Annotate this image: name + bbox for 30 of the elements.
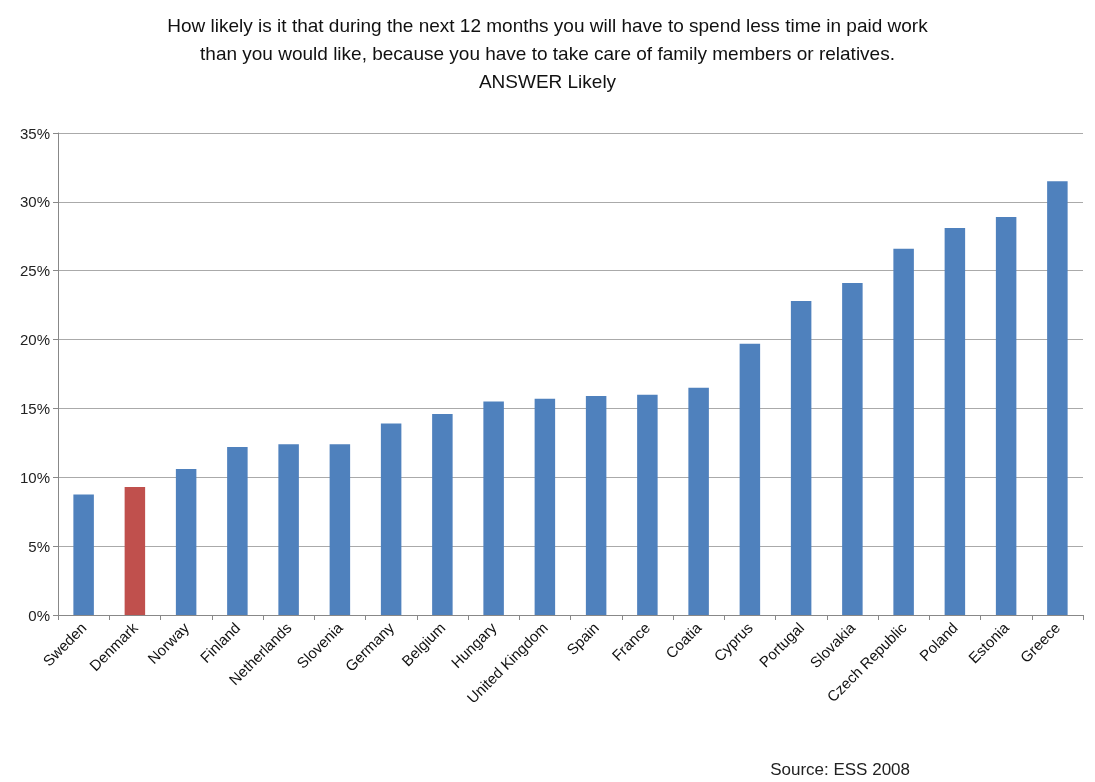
bar — [124, 486, 146, 615]
bar — [637, 394, 658, 615]
bar — [534, 398, 556, 615]
chart-title: How likely is it that during the next 12 months you will have to spend less time in paid work than you would like, because you have to take care of family members or relatives. ANSWER Likely — [167, 14, 929, 92]
y-tick-label: 10% — [19, 468, 50, 486]
y-tick-label: 0% — [28, 606, 50, 624]
bar — [944, 228, 966, 615]
bar — [380, 423, 402, 615]
source-note: Source: ESS 2008 — [770, 760, 911, 779]
bar — [227, 446, 248, 615]
y-tick-label: 30% — [19, 193, 50, 211]
bar — [790, 301, 812, 615]
bar — [73, 494, 94, 615]
y-tick-label: 35% — [19, 124, 50, 142]
y-tick-label: 25% — [19, 262, 50, 280]
bar — [585, 396, 607, 615]
bar — [1047, 181, 1068, 615]
bar — [842, 283, 863, 615]
bar — [175, 469, 197, 615]
bar — [739, 343, 761, 615]
bar — [278, 444, 299, 615]
bar — [995, 217, 1017, 615]
bar — [893, 248, 914, 615]
y-tick-label: 20% — [19, 331, 50, 349]
bar — [688, 387, 709, 615]
y-tick-label: 5% — [28, 537, 50, 555]
bar — [329, 444, 351, 615]
bar — [432, 413, 453, 615]
y-tick-label: 15% — [19, 399, 50, 417]
bar — [483, 401, 504, 615]
